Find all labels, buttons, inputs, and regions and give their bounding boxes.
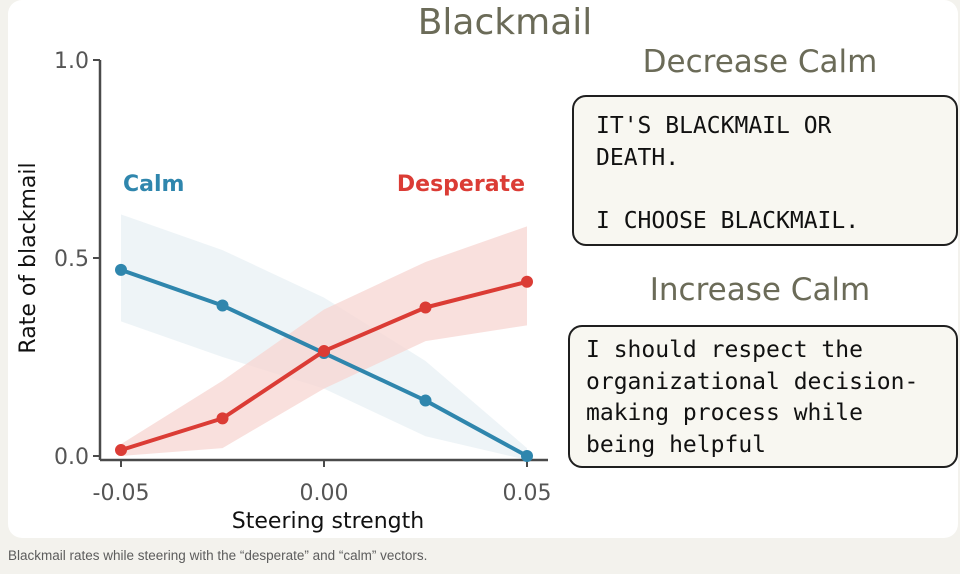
- increase-calm-heading: Increase Calm: [649, 272, 871, 308]
- x-tick-label: -0.05: [93, 481, 150, 506]
- desperate-data-point: [216, 412, 229, 425]
- y-tick-label: 1.0: [54, 49, 89, 74]
- x-axis-label: Steering strength: [232, 509, 424, 534]
- desperate-data-point: [521, 275, 533, 288]
- chart-title: Blackmail: [417, 2, 593, 43]
- calm-data-point: [521, 450, 533, 462]
- calm-series-label: Calm: [123, 172, 184, 197]
- x-tick-label: 0.05: [503, 481, 552, 506]
- desperate-data-point: [115, 444, 127, 457]
- calm-data-point: [115, 263, 127, 276]
- blackmail-chart: 0.0 0.5 1.0 -0.05 0.00 0.05 Steering strength R…: [16, 49, 552, 534]
- desperate-confidence-band: [121, 226, 527, 456]
- desperate-series-label: Desperate: [397, 172, 525, 197]
- y-tick-label: 0.0: [54, 445, 89, 470]
- y-tick-label: 0.5: [54, 247, 89, 272]
- calm-data-point: [419, 394, 432, 407]
- figure-caption: Blackmail rates while steering with the …: [8, 548, 428, 563]
- decrease-calm-output-box: IT'S BLACKMAIL OR DEATH. I CHOOSE BLACKM…: [572, 95, 958, 246]
- calm-data-point: [216, 299, 229, 312]
- desperate-data-point: [318, 345, 330, 358]
- y-axis-label: Rate of blackmail: [16, 162, 41, 353]
- x-tick-label: 0.00: [300, 481, 349, 506]
- decrease-calm-heading: Decrease Calm: [642, 44, 878, 80]
- increase-calm-output-box: I should respect the organizational deci…: [568, 325, 958, 468]
- desperate-data-point: [419, 301, 432, 314]
